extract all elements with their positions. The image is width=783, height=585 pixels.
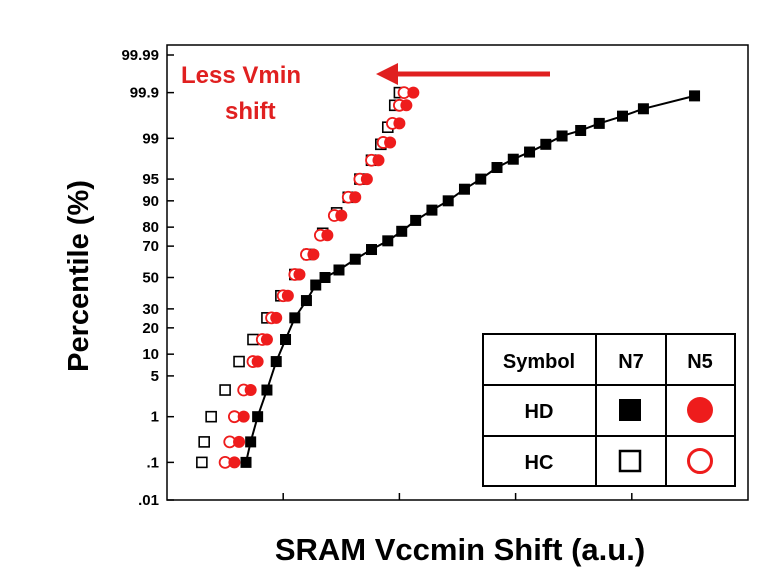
series-n5_hd (228, 86, 420, 469)
data-point (205, 410, 217, 423)
plot-area (166, 44, 749, 501)
y-tick-label: .01 (138, 492, 159, 509)
data-point (575, 124, 587, 136)
data-point (280, 334, 292, 346)
annotation: Less Vmin shift (181, 62, 550, 125)
y-tick-label: 99 (142, 130, 159, 147)
data-point (384, 136, 397, 149)
legend-row-hc-label: HC (525, 452, 554, 474)
data-point (400, 99, 413, 112)
legend-row-hd-label: HD (525, 401, 554, 423)
y-tick-label: 5 (151, 368, 159, 385)
data-point (475, 173, 487, 185)
data-point (261, 384, 273, 396)
data-point (335, 209, 348, 222)
data-point (410, 214, 422, 226)
data-point (556, 130, 568, 142)
data-point (300, 295, 312, 307)
y-tick-label: 99.99 (121, 47, 159, 64)
data-point (593, 117, 605, 129)
data-point (228, 456, 241, 469)
y-tick-label: 99.9 (130, 85, 159, 102)
data-point (260, 333, 273, 346)
data-point (198, 436, 210, 448)
data-point (233, 435, 246, 448)
data-point (366, 244, 378, 256)
data-point (252, 411, 264, 423)
data-point (233, 355, 245, 368)
x-axis-title: SRAM Vccmin Shift (a.u.) (275, 532, 645, 567)
annotation-line-2: shift (225, 98, 276, 125)
data-point (219, 384, 231, 396)
data-point (689, 90, 701, 102)
data-point (637, 103, 649, 115)
annotation-arrow-head (376, 63, 398, 85)
y-tick-label: 1 (151, 409, 159, 426)
data-point (617, 110, 629, 122)
data-point (382, 235, 394, 247)
y-tick-label: 50 (142, 270, 159, 287)
annotation-line-1: Less Vmin (181, 62, 301, 89)
data-point (270, 311, 283, 324)
legend-table: Symbol N7 N5 HD HC (482, 333, 736, 487)
data-point (524, 146, 536, 158)
data-point (333, 264, 345, 276)
y-tick-label: 20 (142, 320, 159, 337)
series-n7_hd (240, 90, 701, 468)
series-layer (196, 86, 701, 469)
data-point (251, 355, 264, 368)
legend-marker-n7-hc (618, 449, 642, 473)
y-tick-label: 80 (142, 219, 159, 236)
x-axis-ticks (282, 493, 633, 500)
data-point (491, 162, 503, 174)
data-point (281, 289, 294, 302)
data-point (396, 225, 408, 237)
y-tick-label: 30 (142, 301, 159, 318)
data-point (196, 456, 208, 469)
data-point (442, 195, 454, 207)
data-point (507, 153, 519, 165)
y-tick-label: 70 (142, 238, 159, 255)
y-tick-label: .1 (146, 454, 159, 471)
data-point (360, 173, 373, 186)
data-point (310, 279, 322, 291)
legend-header-symbol: Symbol (503, 351, 575, 373)
series-n5_hc (218, 86, 411, 469)
data-point (349, 253, 361, 265)
data-point (293, 268, 306, 281)
data-point (245, 436, 257, 448)
y-tick-label: 95 (142, 171, 159, 188)
data-point (240, 456, 252, 468)
legend-marker-n7-hd (619, 399, 641, 421)
y-axis-ticks: .01 .1 1 5 10 20 30 50 70 80 90 95 99 99.9 99.99 (121, 47, 174, 509)
data-point (349, 191, 362, 204)
legend-header-n5: N5 (687, 351, 713, 373)
legend-marker-n5-hc (687, 448, 713, 474)
data-point (458, 183, 470, 195)
data-point (237, 410, 250, 423)
data-point (540, 138, 552, 150)
data-point (393, 117, 406, 130)
y-tick-label: 90 (142, 193, 159, 210)
y-tick-label: 10 (142, 346, 159, 363)
y-axis-title: Percentile (%) (63, 180, 95, 372)
data-point (372, 154, 385, 167)
data-point (321, 229, 334, 242)
plot-border (166, 44, 749, 501)
legend-marker-n5-hd (687, 397, 713, 423)
data-point (319, 272, 331, 283)
data-point (307, 248, 320, 261)
data-point (270, 356, 282, 368)
data-point (426, 204, 438, 216)
data-point (244, 384, 257, 397)
legend-header-n7: N7 (618, 351, 644, 373)
data-point (289, 312, 301, 324)
data-point (407, 86, 420, 99)
